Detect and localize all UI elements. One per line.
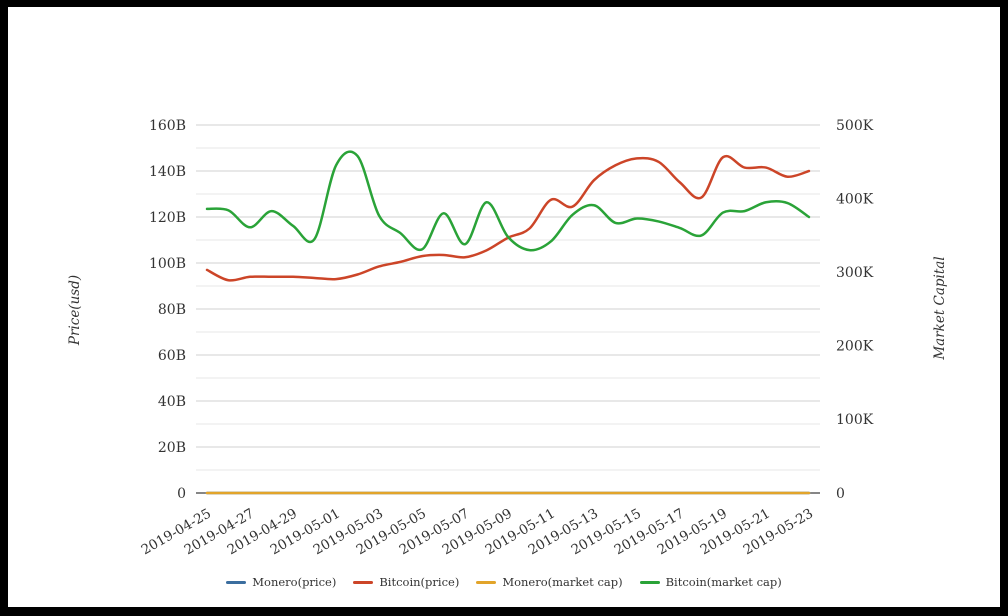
legend-label: Monero(market cap): [502, 575, 623, 589]
left-axis-tick-label: 160B: [149, 118, 186, 134]
legend-line-marker: [476, 580, 497, 584]
left-axis-tick-label: 40B: [158, 394, 186, 410]
legend-label: Bitcoin(price): [379, 575, 460, 589]
chart-canvas: 0 20B 40B 60B 80B 100B 120B 140B 160B 0 100K 200K 30…: [139, 118, 874, 559]
legend-item-bitcoin-market-cap[interactable]: Bitcoin(market cap): [639, 575, 782, 589]
legend-item-monero-market-cap[interactable]: Monero(market cap): [476, 575, 623, 589]
legend-item-bitcoin-price[interactable]: Bitcoin(price): [353, 575, 459, 589]
left-axis-tick-label: 140B: [149, 164, 186, 180]
legend-line-marker: [639, 580, 660, 584]
legend-line-marker: [353, 580, 374, 584]
right-axis-tick-label: 500K: [836, 118, 874, 134]
legend-label: Bitcoin(market cap): [665, 575, 782, 589]
right-axis-tick-label: 0: [836, 486, 845, 502]
left-axis-tick-label: 20B: [158, 440, 186, 456]
left-axis-title: Price(usd): [67, 274, 83, 346]
chart-background: 0 20B 40B 60B 80B 100B 120B 140B 160B 0 100K 200K 30…: [8, 7, 1000, 607]
right-axis-tick-label: 200K: [836, 339, 874, 355]
legend-line-marker: [226, 580, 247, 584]
left-axis-tick-label: 60B: [158, 348, 186, 364]
legend-item-monero-price[interactable]: Monero(price): [226, 575, 336, 589]
right-axis-title: Market Capital: [932, 256, 948, 360]
left-axis-tick-label: 80B: [158, 302, 186, 318]
right-axis-tick-label: 300K: [836, 265, 874, 281]
right-axis-tick-label: 100K: [836, 412, 874, 428]
right-axis-tick-label: 400K: [836, 191, 874, 207]
left-axis-tick-label: 0: [177, 486, 186, 502]
left-axis-tick-label: 100B: [149, 256, 186, 272]
series-line-bitcoin-market-cap: [205, 150, 811, 252]
legend-label: Monero(price): [252, 575, 337, 589]
left-axis-tick-label: 120B: [149, 210, 186, 226]
chart-legend: Monero(price) Bitcoin(price) Monero(market…: [8, 575, 1000, 589]
